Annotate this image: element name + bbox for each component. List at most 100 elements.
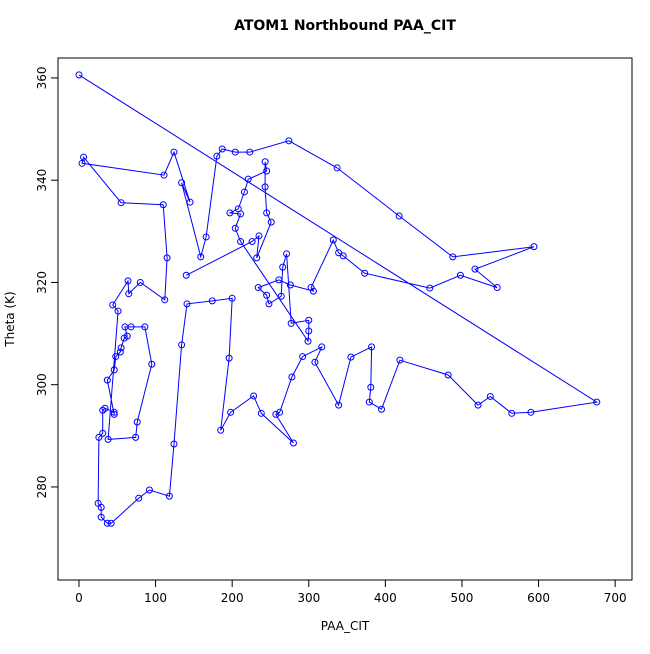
data-point: [530, 243, 538, 251]
data-point: [116, 348, 124, 356]
y-axis-label: Theta (K): [3, 291, 17, 347]
data-point: [593, 398, 601, 406]
data-point: [444, 371, 452, 379]
data-point: [136, 278, 144, 286]
data-point: [117, 199, 125, 207]
data-point: [311, 358, 319, 366]
data-point: [285, 137, 293, 145]
data-point: [449, 253, 457, 261]
data-point: [275, 276, 283, 284]
data-point: [307, 284, 315, 292]
data-point: [103, 519, 111, 527]
data-point: [231, 148, 239, 156]
data-point: [161, 296, 169, 304]
data-line: [78, 74, 599, 524]
y-tick-label: 280: [35, 475, 49, 498]
data-point: [333, 164, 341, 172]
data-point: [395, 212, 403, 220]
data-point: [283, 250, 291, 258]
data-point: [110, 408, 118, 416]
data-point: [127, 323, 135, 331]
data-point: [279, 263, 287, 271]
data-point: [240, 188, 248, 196]
data-point: [225, 354, 233, 362]
data-point: [335, 401, 343, 409]
data-point: [347, 353, 355, 361]
data-point: [197, 253, 205, 261]
data-point: [474, 401, 482, 409]
data-point: [329, 236, 337, 244]
data-point: [378, 405, 386, 413]
data-point: [101, 404, 109, 412]
data-point: [493, 284, 501, 292]
data-point: [110, 410, 118, 418]
data-point: [246, 148, 254, 156]
data-point: [261, 158, 269, 166]
data-point: [178, 179, 186, 187]
data-point: [305, 327, 313, 335]
data-point: [145, 486, 153, 494]
data-point: [178, 341, 186, 349]
y-tick-label: 320: [35, 271, 49, 294]
x-tick-label: 0: [75, 591, 83, 605]
data-point: [265, 300, 273, 308]
y-tick-label: 300: [35, 373, 49, 396]
data-point: [163, 254, 171, 262]
data-point: [365, 398, 373, 406]
data-point: [527, 408, 535, 416]
data-point: [237, 238, 245, 246]
data-point: [318, 343, 326, 351]
data-point: [255, 232, 263, 240]
chart-title: ATOM1 Northbound PAA_CIT: [234, 18, 456, 34]
data-point: [104, 435, 112, 443]
data-point: [183, 300, 191, 308]
data-point: [250, 392, 258, 400]
data-point: [95, 433, 103, 441]
data-point: [123, 332, 131, 340]
data-point: [486, 392, 494, 400]
data-point: [112, 353, 120, 361]
data-point: [272, 410, 280, 418]
data-point: [244, 175, 252, 183]
data-point: [141, 323, 149, 331]
data-point: [289, 439, 297, 447]
data-point: [133, 418, 141, 426]
data-point: [396, 356, 404, 364]
x-tick-label: 100: [144, 591, 167, 605]
data-point: [99, 429, 107, 437]
data-point: [99, 406, 107, 414]
data-point: [109, 301, 117, 309]
data-point: [159, 201, 167, 209]
data-point: [305, 316, 313, 324]
data-point: [335, 249, 343, 257]
data-point: [227, 408, 235, 416]
data-point: [248, 238, 256, 246]
data-point: [132, 433, 140, 441]
data-point: [299, 353, 307, 361]
data-point: [253, 254, 261, 262]
data-point: [267, 218, 275, 226]
data-point: [117, 344, 125, 352]
data-point: [182, 271, 190, 279]
data-point: [471, 265, 479, 273]
y-tick-label: 360: [35, 66, 49, 89]
data-point: [288, 373, 296, 381]
data-point: [202, 233, 210, 241]
data-point: [148, 360, 156, 368]
data-point: [97, 513, 105, 521]
data-point: [226, 209, 234, 217]
x-tick-label: 200: [221, 591, 244, 605]
x-axis-label: PAA_CIT: [321, 619, 370, 633]
x-tick-label: 400: [374, 591, 397, 605]
data-point: [125, 290, 133, 298]
data-point: [277, 292, 285, 300]
data-point: [286, 281, 294, 289]
data-point: [170, 440, 178, 448]
data-point: [165, 492, 173, 500]
data-point: [426, 284, 434, 292]
data-point: [170, 148, 178, 156]
data-point: [103, 376, 111, 384]
data-point: [135, 494, 143, 502]
data-point: [75, 71, 83, 79]
data-point: [263, 209, 271, 217]
